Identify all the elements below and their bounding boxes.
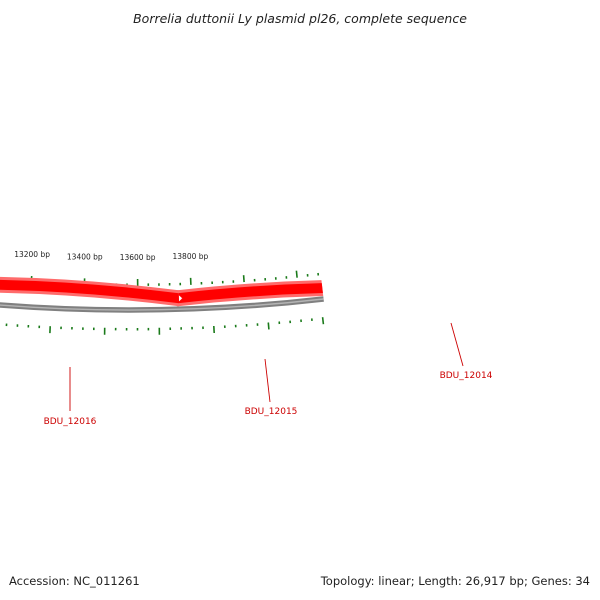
gene-arrow[interactable] [0, 276, 180, 307]
gene-arrow-core [176, 283, 323, 304]
gene-leader-line [450, 322, 464, 367]
summary-text: Topology: linear; Length: 26,917 bp; Gen… [320, 574, 590, 588]
gene-label-group: BDU_12016 BDU_12015 BDU_12014 [44, 322, 493, 427]
gene-track [0, 276, 324, 307]
gene-label[interactable]: BDU_12016 [44, 417, 97, 427]
accession-text: Accession: NC_011261 [9, 574, 140, 588]
major-tick [295, 270, 298, 278]
ruler-label: 13200 bp [14, 250, 50, 259]
major-tick [267, 322, 270, 330]
major-tick [242, 275, 245, 283]
inner-tick-ring [5, 317, 325, 335]
map-title: Borrelia duttonii Ly plasmid pl26, compl… [133, 11, 467, 26]
gene-arrow-core [0, 279, 180, 304]
ruler-label: 13600 bp [120, 253, 156, 262]
gene-label[interactable]: BDU_12015 [245, 407, 298, 417]
plasmid-backbone-highlight [0, 298, 324, 311]
gene-arrow[interactable] [176, 280, 324, 307]
gene-label[interactable]: BDU_12014 [440, 371, 493, 381]
major-tick [321, 317, 325, 325]
gene-leader-line [264, 358, 271, 403]
ruler-label: 13800 bp [173, 252, 209, 261]
outer-tick-ring [0, 270, 320, 287]
ruler-label: 13400 bp [67, 252, 103, 261]
